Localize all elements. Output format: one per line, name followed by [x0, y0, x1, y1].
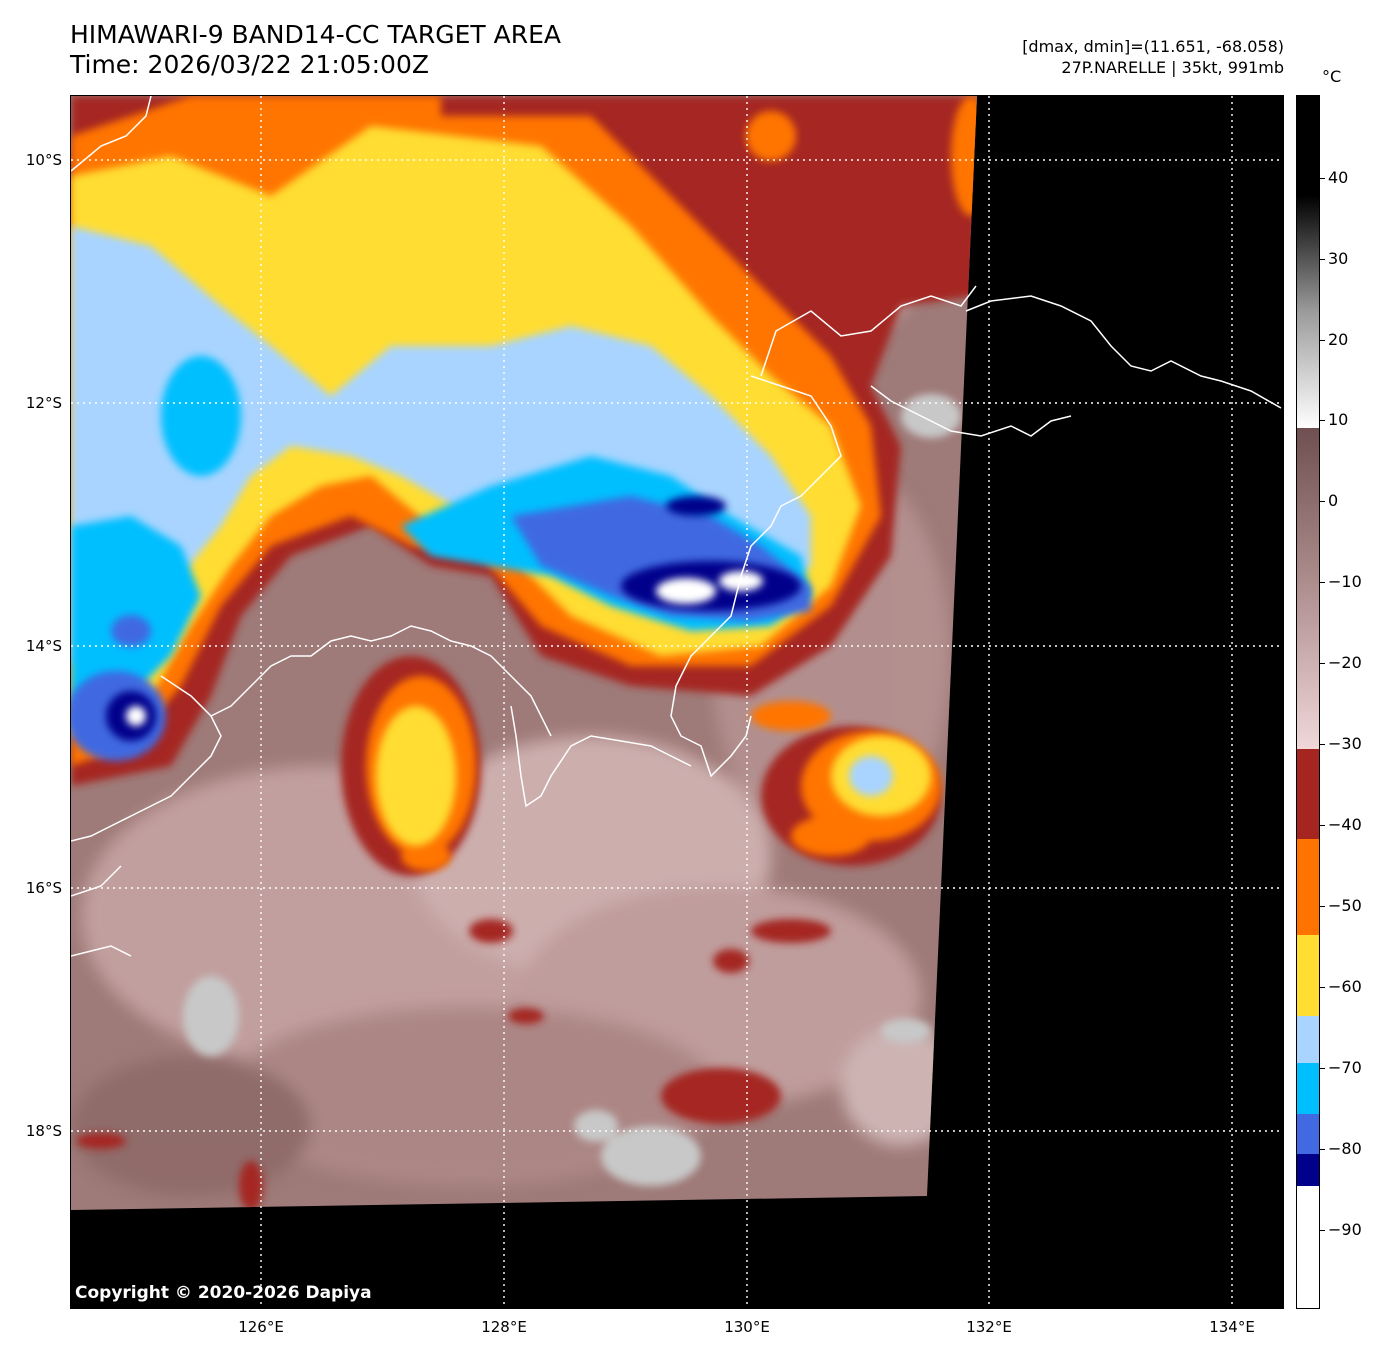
intensity-range-text: [dmax, dmin]=(11.651, -68.058)	[1022, 37, 1284, 57]
storm-info-text: 27P.NARELLE | 35kt, 991mb	[1061, 58, 1284, 78]
colorbar-tick-label: −70	[1328, 1058, 1362, 1077]
lon-label-128e: 128°E	[481, 1318, 527, 1336]
colorbar-tick	[1320, 582, 1325, 583]
colorbar-tick-label: 0	[1328, 491, 1338, 510]
lon-label-126e: 126°E	[238, 1318, 284, 1336]
colorbar-tick	[1320, 259, 1325, 260]
colorbar-gradient	[1297, 96, 1320, 1309]
imagery-swath	[71, 96, 991, 1211]
satellite-map	[70, 95, 1284, 1309]
colorbar-tick-label: −80	[1328, 1139, 1362, 1158]
colorbar-tick-label: −90	[1328, 1220, 1362, 1239]
title-line-2: Time: 2026/03/22 21:05:00Z	[70, 50, 429, 80]
colorbar-tick	[1320, 1149, 1325, 1150]
copyright-text: Copyright © 2020-2026 Dapiya	[75, 1283, 372, 1303]
colorbar	[1296, 95, 1320, 1309]
colorbar-tick-label: −10	[1328, 572, 1362, 591]
colorbar-tick	[1320, 744, 1325, 745]
colorbar-unit: °C	[1322, 67, 1341, 86]
colorbar-tick-label: 30	[1328, 249, 1348, 268]
colorbar-tick	[1320, 1068, 1325, 1069]
colorbar-tick	[1320, 987, 1325, 988]
colorbar-tick-label: −60	[1328, 977, 1362, 996]
colorbar-tick-label: −30	[1328, 734, 1362, 753]
title-line-1: HIMAWARI-9 BAND14-CC TARGET AREA	[70, 20, 561, 50]
colorbar-tick	[1320, 1230, 1325, 1231]
colorbar-tick	[1320, 340, 1325, 341]
lon-label-132e: 132°E	[966, 1318, 1012, 1336]
colorbar-tick-label: −20	[1328, 653, 1362, 672]
colorbar-tick-label: 10	[1328, 410, 1348, 429]
colorbar-tick	[1320, 825, 1325, 826]
colorbar-tick-label: −50	[1328, 896, 1362, 915]
satellite-image	[71, 96, 1284, 1309]
lat-label-16s: 16°S	[26, 879, 62, 897]
lat-label-12s: 12°S	[26, 394, 62, 412]
colorbar-tick	[1320, 420, 1325, 421]
lat-label-10s: 10°S	[26, 151, 62, 169]
lat-label-18s: 18°S	[26, 1122, 62, 1140]
lon-label-130e: 130°E	[724, 1318, 770, 1336]
colorbar-tick	[1320, 501, 1325, 502]
lat-label-14s: 14°S	[26, 637, 62, 655]
colorbar-tick	[1320, 178, 1325, 179]
colorbar-tick	[1320, 906, 1325, 907]
lon-label-134e: 134°E	[1209, 1318, 1255, 1336]
colorbar-tick-label: 20	[1328, 330, 1348, 349]
colorbar-tick-label: −40	[1328, 815, 1362, 834]
colorbar-tick	[1320, 663, 1325, 664]
colorbar-tick-label: 40	[1328, 168, 1348, 187]
